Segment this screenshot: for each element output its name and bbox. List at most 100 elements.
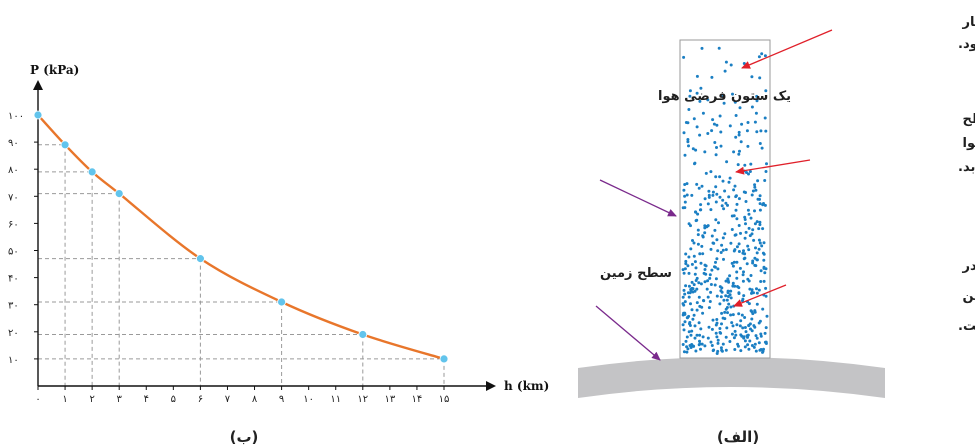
air-dot bbox=[721, 179, 725, 183]
air-column-label: یک ستون فرضی هوا bbox=[658, 89, 791, 104]
air-dot bbox=[728, 124, 732, 128]
air-dot bbox=[759, 334, 763, 338]
air-dot bbox=[715, 335, 719, 339]
panel-b-label: (ب) bbox=[230, 428, 259, 446]
air-dot bbox=[693, 260, 697, 264]
air-dot bbox=[741, 273, 745, 277]
air-dot bbox=[752, 238, 756, 242]
air-dot bbox=[747, 347, 751, 351]
air-dot bbox=[712, 122, 716, 126]
air-dot bbox=[707, 189, 711, 193]
air-dot bbox=[725, 306, 729, 309]
air-dot bbox=[737, 197, 741, 201]
air-dot bbox=[699, 261, 703, 265]
x-tick-label: ١۴ bbox=[412, 394, 423, 405]
air-dot bbox=[763, 179, 767, 182]
air-dot bbox=[715, 257, 719, 261]
air-dot bbox=[682, 350, 686, 354]
air-dot bbox=[718, 195, 722, 199]
air-dot bbox=[747, 212, 751, 216]
air-dot bbox=[683, 200, 687, 204]
air-dot bbox=[683, 183, 687, 186]
air-dot bbox=[741, 297, 745, 301]
air-dot bbox=[682, 288, 686, 292]
air-dot bbox=[713, 141, 717, 144]
air-dot bbox=[718, 302, 722, 306]
data-point bbox=[439, 354, 449, 364]
air-dot bbox=[743, 218, 747, 221]
air-dot bbox=[701, 252, 705, 256]
air-dot bbox=[738, 149, 741, 153]
air-dot bbox=[682, 55, 686, 59]
air-column-diagram: یک ستون فرضی هوا سطح زمین بیرون جو زمین،… bbox=[578, 14, 975, 446]
air-dot bbox=[719, 289, 723, 293]
air-dot bbox=[739, 319, 743, 323]
top-note: بیرون جو زمین، چگالی و فشار هوا تقریباً … bbox=[958, 14, 975, 52]
air-dot bbox=[710, 234, 714, 238]
air-dot bbox=[728, 340, 732, 343]
air-dot bbox=[747, 248, 751, 252]
air-dot bbox=[746, 144, 750, 148]
air-dot bbox=[720, 322, 723, 326]
air-dot bbox=[750, 344, 754, 347]
air-dot bbox=[701, 335, 705, 339]
air-dot bbox=[695, 91, 699, 95]
air-dot bbox=[735, 276, 739, 280]
air-dot bbox=[757, 341, 761, 345]
air-dot bbox=[714, 185, 718, 189]
air-dot bbox=[762, 347, 765, 351]
air-dot bbox=[751, 189, 755, 193]
air-dot bbox=[742, 270, 745, 274]
air-dot bbox=[764, 286, 768, 290]
air-dot bbox=[726, 203, 729, 207]
air-dot bbox=[758, 76, 762, 80]
data-point bbox=[60, 140, 70, 150]
air-dot bbox=[757, 227, 761, 231]
middle-note-arrow bbox=[735, 159, 811, 175]
air-dot bbox=[729, 63, 733, 67]
air-dot bbox=[691, 239, 694, 242]
air-dot bbox=[763, 203, 767, 207]
air-dot bbox=[699, 327, 703, 331]
air-dot bbox=[719, 346, 723, 350]
y-axis-label: P (kPa) bbox=[30, 63, 79, 77]
air-dot bbox=[743, 326, 747, 329]
y-tick-label: ٨٠ bbox=[8, 165, 19, 176]
air-dot bbox=[733, 233, 737, 237]
air-dot bbox=[699, 347, 702, 351]
air-dot bbox=[687, 295, 691, 299]
data-point bbox=[195, 254, 205, 264]
air-dot bbox=[745, 334, 749, 338]
air-dot bbox=[693, 162, 696, 166]
air-molecule-dots bbox=[681, 46, 769, 355]
air-dot bbox=[706, 279, 710, 283]
air-dot bbox=[686, 264, 690, 268]
air-dot bbox=[761, 307, 765, 311]
air-dot bbox=[731, 264, 735, 268]
air-dot bbox=[753, 185, 757, 189]
air-dot bbox=[706, 336, 710, 340]
air-dot bbox=[725, 326, 729, 330]
air-dot bbox=[763, 271, 767, 275]
y-tick-label: ۶٠ bbox=[8, 219, 19, 230]
air-dot bbox=[683, 194, 687, 198]
air-dot bbox=[734, 135, 738, 139]
air-dot bbox=[723, 310, 727, 314]
air-dot bbox=[703, 344, 707, 348]
air-dot bbox=[743, 236, 747, 240]
air-dot bbox=[747, 324, 751, 328]
air-dot bbox=[682, 131, 686, 135]
air-dot bbox=[730, 332, 734, 336]
air-dot bbox=[683, 292, 687, 296]
air-dot bbox=[764, 294, 768, 298]
air-dot bbox=[741, 326, 745, 330]
air-dot bbox=[692, 117, 696, 121]
air-dot bbox=[756, 179, 760, 183]
air-dot bbox=[721, 342, 725, 346]
air-dot bbox=[716, 267, 720, 271]
air-dot bbox=[714, 175, 718, 179]
air-dot bbox=[755, 291, 759, 295]
air-dot bbox=[710, 327, 714, 331]
air-dot bbox=[753, 310, 757, 314]
air-dot bbox=[684, 121, 688, 124]
